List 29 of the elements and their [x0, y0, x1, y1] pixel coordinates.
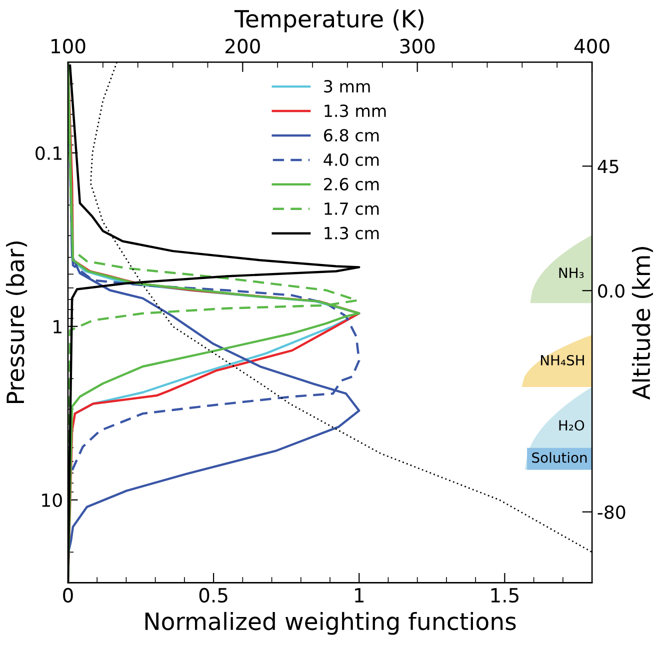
legend-label: 6.8 cm	[324, 128, 379, 142]
x2-tick-label: 100	[52, 38, 86, 54]
x2-tick-label: 400	[574, 38, 610, 54]
y2-tick-label: -80	[598, 505, 626, 520]
y-tick-label: 1	[54, 320, 62, 334]
annotation: H₂O	[559, 420, 584, 431]
y2-axis-title: Altitude (km)	[632, 247, 653, 400]
annotation: NH₃	[559, 268, 584, 278]
legend-label: 4.0 cm	[324, 153, 379, 166]
legend-label: 3 mm	[324, 80, 370, 93]
x-tick-label: 0.5	[199, 588, 228, 603]
x-tick-label: 0	[63, 588, 73, 603]
y-tick-label: 0.1	[36, 146, 62, 160]
x-axis-title: Normalized weighting functions	[145, 612, 516, 635]
x-tick-label: 1.5	[491, 588, 518, 603]
legend-label: 2.6 cm	[324, 178, 379, 190]
y-tick-label: 10	[42, 493, 62, 508]
x2-axis-title: Temperature (K)	[234, 9, 424, 32]
x2-tick-label: 300	[400, 38, 435, 54]
y2-tick-label: 45	[598, 160, 618, 174]
annotation: NH₄SH	[540, 354, 584, 366]
legend-label: 1.3 mm	[324, 104, 386, 118]
legend-label: 1.7 cm	[324, 202, 379, 215]
y-axis-title: Pressure (bar)	[6, 242, 28, 404]
legend-label: 1.3 cm	[324, 226, 379, 240]
y2-tick-label: 0.0	[598, 284, 624, 298]
annotation: Solution	[532, 452, 587, 463]
x2-tick-label: 200	[226, 38, 260, 54]
x-tick-label: 1	[355, 588, 364, 602]
